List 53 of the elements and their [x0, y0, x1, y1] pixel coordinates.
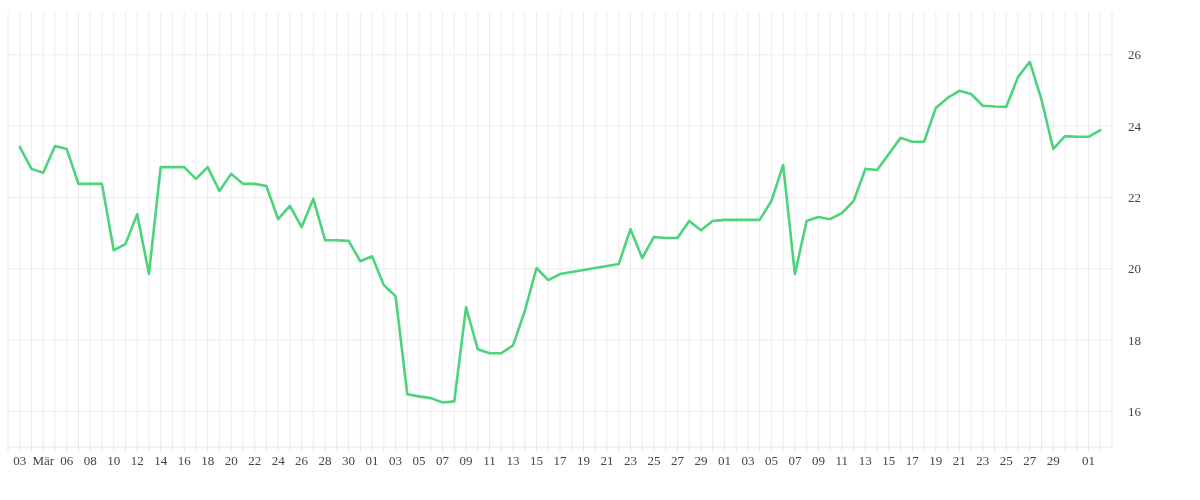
x-tick-label: 03 [13, 453, 27, 468]
x-tick-label: 16 [177, 453, 192, 468]
x-tick-label: 27 [670, 453, 685, 468]
y-tick-label: 18 [1128, 332, 1141, 348]
x-tick-label: 30 [342, 453, 356, 468]
x-tick-label: 29 [694, 453, 708, 468]
y-tick-label: 16 [1128, 403, 1142, 419]
x-tick-label: 19 [929, 453, 943, 468]
x-tick-label: 11 [483, 453, 496, 468]
x-tick-label: 25 [647, 453, 661, 468]
x-tick-label: 08 [83, 453, 97, 468]
y-tick-label: 26 [1128, 47, 1142, 63]
x-tick-label: 05 [412, 453, 426, 468]
x-tick-label: 13 [858, 453, 872, 468]
x-tick-label: 26 [295, 453, 309, 468]
x-tick-label: 22 [248, 453, 262, 468]
x-tick-label: 05 [764, 453, 778, 468]
y-tick-label: 24 [1128, 118, 1142, 134]
x-tick-label: 14 [154, 453, 168, 468]
x-tick-label: 03 [389, 453, 403, 468]
x-tick-label: 23 [976, 453, 990, 468]
x-tick-label: 01 [717, 453, 731, 468]
x-tick-label: 25 [999, 453, 1013, 468]
x-tick-label: 15 [530, 453, 544, 468]
x-tick-label: 10 [107, 453, 121, 468]
x-tick-label: 11 [835, 453, 849, 468]
line-series [18, 60, 1102, 404]
x-tick-label: 15 [882, 453, 896, 468]
x-tick-label: 17 [905, 453, 920, 468]
x-tick-label: 27 [1023, 453, 1037, 468]
x-tick-label: 23 [623, 453, 637, 468]
x-tick-label: 19 [576, 453, 590, 468]
y-tick-label: 20 [1128, 261, 1141, 277]
x-tick-label: 28 [318, 453, 332, 468]
x-tick-label: 03 [741, 453, 755, 468]
x-tick-label: 09 [811, 453, 825, 468]
x-tick-label: 18 [201, 453, 215, 468]
x-tick-label: 21 [600, 453, 614, 468]
x-tick-label: 21 [952, 453, 966, 468]
x-tick-label: 09 [459, 453, 473, 468]
x-tick-label: 07 [436, 453, 450, 468]
x-tick-label: 01 [1082, 453, 1096, 468]
x-tick-label: 07 [788, 453, 802, 468]
y-tick-label: 22 [1128, 189, 1141, 205]
x-tick-label: 24 [271, 453, 286, 468]
x-tick-label: Mär [32, 453, 55, 468]
x-tick-label: 20 [224, 453, 238, 468]
x-tick-label: 13 [506, 453, 520, 468]
x-tick-label: 17 [553, 453, 567, 468]
x-tick-label: 06 [60, 453, 74, 468]
x-tick-label: 12 [130, 453, 144, 468]
x-tick-label: 01 [365, 453, 379, 468]
x-tick-label: 29 [1046, 453, 1060, 468]
